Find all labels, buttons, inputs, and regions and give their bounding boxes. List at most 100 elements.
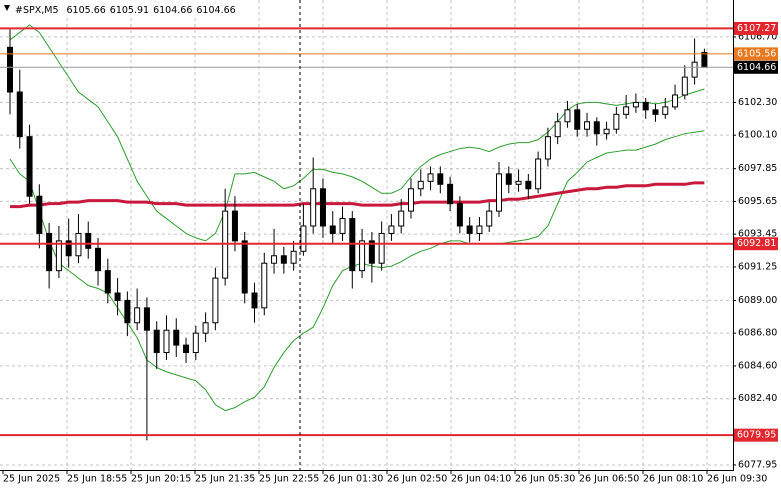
candle-body	[378, 232, 385, 264]
candle-body	[26, 136, 33, 197]
candle-body	[241, 240, 248, 294]
candle-body	[486, 210, 493, 227]
candle-body	[544, 136, 551, 160]
candle-body	[447, 183, 454, 205]
candle-body	[339, 218, 346, 234]
y-tick-label: 6100.10	[738, 130, 777, 141]
x-tick-label: 26 Jun 02:50	[387, 474, 447, 485]
candle-body	[496, 173, 502, 212]
candle-body	[359, 240, 366, 272]
candle-body	[681, 76, 688, 96]
band-upper	[9, 24, 705, 242]
candle-body	[95, 247, 102, 272]
candle-body	[7, 46, 13, 93]
candle-body	[153, 329, 160, 354]
candle-body	[476, 225, 483, 234]
low: 6104.66	[153, 5, 192, 16]
y-tick-label: 6106.70	[738, 31, 777, 42]
symbol: #SPX,M5	[15, 5, 59, 16]
x-tick-label: 26 Jun 05:30	[515, 474, 575, 485]
candle-body	[584, 121, 591, 130]
y-tick-label: 6077.95	[738, 459, 777, 470]
candle-body	[134, 307, 141, 324]
candle-body	[192, 332, 199, 354]
close: 6104.66	[196, 5, 235, 16]
candle-body	[329, 225, 336, 234]
bid-label: 6104.66	[737, 62, 776, 73]
level-tag	[734, 428, 778, 442]
level-tag	[734, 237, 778, 251]
candle-body	[505, 173, 512, 185]
candle-body	[427, 173, 434, 182]
candle-body	[143, 307, 150, 331]
candle-body	[114, 292, 121, 301]
candle-body	[124, 299, 131, 324]
candle-body	[535, 158, 542, 190]
level-label: 6092.81	[737, 238, 776, 249]
candle-body	[525, 180, 532, 190]
grid	[0, 0, 733, 470]
y-tick-label: 6102.30	[738, 97, 777, 108]
x-tick-label: 25 Jun 2025	[3, 474, 60, 485]
candle-body	[271, 255, 278, 264]
y-tick-label: 6097.85	[738, 163, 777, 174]
x-tick-label: 26 Jun 09:30	[707, 474, 767, 485]
candle-body	[652, 109, 659, 115]
plot	[0, 24, 733, 441]
candle-body	[183, 344, 190, 354]
candle-body	[261, 262, 268, 309]
x-tick-label: 25 Jun 21:35	[195, 474, 255, 485]
candle-body	[388, 225, 395, 234]
level-tag	[734, 47, 778, 61]
moving-average	[10, 181, 705, 209]
axes: 6106.70 6102.30 6100.10 6097.85 6095.65 6093.…	[2, 21, 778, 485]
y-tick-label: 6086.80	[738, 328, 777, 339]
candle-body	[16, 91, 23, 138]
candle-body	[613, 113, 620, 130]
candle-body	[251, 292, 258, 309]
y-tick-label: 6082.40	[738, 393, 777, 404]
candle-body	[55, 240, 62, 272]
high: 6105.91	[110, 5, 149, 16]
y-tick-label: 6089.00	[738, 295, 777, 306]
candle-body	[417, 180, 424, 190]
candle-body	[574, 109, 581, 130]
y-tick-label: 6091.25	[738, 261, 777, 272]
level-tag	[734, 21, 778, 35]
level-label: 6079.95	[737, 430, 776, 441]
candle-body	[603, 128, 610, 135]
candle-body	[36, 195, 43, 234]
candle-body	[642, 101, 649, 111]
y-tick-label: 6095.65	[738, 196, 777, 207]
candle-body	[368, 240, 375, 264]
candle-body	[662, 106, 669, 115]
candle-body	[212, 277, 219, 324]
x-tick-label: 25 Jun 20:15	[131, 474, 191, 485]
x-tick-label: 26 Jun 04:10	[451, 474, 511, 485]
candle-body	[85, 232, 92, 249]
candle-body	[280, 255, 287, 264]
candle-body	[437, 173, 444, 185]
x-tick-label: 25 Jun 22:55	[259, 474, 319, 485]
candle-body	[701, 51, 708, 68]
header: #SPX,M5 6105.66 6105.91 6104.66 6104.66	[15, 5, 236, 16]
candle-body	[173, 329, 180, 346]
x-tick-label: 26 Jun 06:50	[579, 474, 639, 485]
level-label: 6105.56	[737, 48, 776, 59]
x-tick-label: 26 Jun 08:10	[643, 474, 703, 485]
candle-body	[310, 188, 317, 227]
candle-body	[398, 210, 405, 227]
candle-body	[300, 225, 307, 252]
candle-body	[672, 94, 679, 108]
candle-body	[163, 329, 170, 354]
level-label: 6107.27	[737, 23, 776, 34]
candle-body	[290, 250, 297, 264]
candle-body	[466, 225, 473, 234]
header-icon	[4, 5, 10, 11]
candle-body	[515, 180, 522, 185]
candle-body	[202, 322, 209, 334]
bid-tag	[734, 60, 778, 74]
candle-body	[46, 232, 53, 272]
